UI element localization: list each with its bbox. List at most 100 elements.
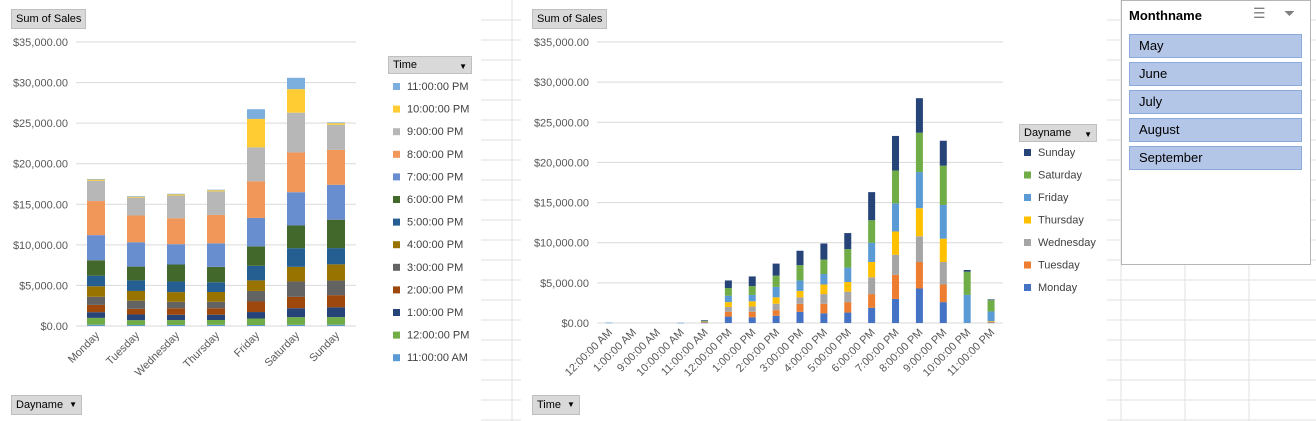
bar-segment [700, 321, 708, 322]
legend-label: 11:00:00 PM [407, 81, 469, 93]
bar-segment [748, 276, 756, 287]
bar-segment [167, 264, 185, 282]
bar-segment [987, 300, 995, 312]
bar-segment [247, 181, 265, 218]
bar-segment [868, 294, 876, 308]
dayname-legend-field-button[interactable]: Dayname ▼ [1019, 124, 1097, 142]
right-pivot-chart[interactable]: $0.00 $5,000.00 $10,000.00 $15,000.00 $20,00… [521, 0, 1107, 421]
sum-of-sales-field-button[interactable]: Sum of Sales [11, 9, 87, 29]
bar-segment [820, 303, 828, 314]
time-legend-field-button[interactable]: Time ▼ [388, 56, 472, 74]
slicer-item-july[interactable]: July [1129, 90, 1302, 114]
x-tick-label: Thursday [181, 329, 222, 370]
bar-segment [167, 218, 185, 245]
bar-segment [207, 190, 225, 192]
dayname-axis-field-button[interactable]: Dayname ▼ [11, 395, 82, 415]
bar-segment [844, 291, 852, 303]
legend-label: Sunday [1038, 147, 1076, 159]
bar-segment [844, 282, 852, 292]
bar-segment [247, 312, 265, 319]
bar-segment [772, 297, 780, 304]
slicer-item-august[interactable]: August [1129, 118, 1302, 142]
bar-segment [167, 292, 185, 302]
legend-swatch [393, 309, 400, 316]
time-axis-field-button[interactable]: Time ▼ [532, 395, 580, 415]
bar-segment [167, 324, 185, 326]
slicer-item-september[interactable]: September [1129, 146, 1302, 170]
bar-segment [748, 286, 756, 295]
bar-segment [87, 179, 105, 180]
bar-segment [700, 321, 708, 323]
dropdown-arrow-icon: ▼ [459, 62, 467, 71]
legend-swatch [1024, 261, 1031, 269]
x-tick-label: Monday [66, 329, 103, 366]
bar-segment [724, 280, 732, 289]
bar-segment [327, 295, 345, 308]
legend-swatch [1024, 239, 1031, 246]
bar-segment [939, 284, 947, 303]
legend-swatch [393, 331, 400, 339]
bar-segment [915, 208, 923, 237]
bar-segment [844, 233, 852, 250]
bar-segment [915, 261, 923, 289]
clear-filter-icon[interactable]: ⏷ [1284, 5, 1296, 21]
bar-segment [87, 317, 105, 325]
bar-segment [748, 294, 756, 302]
legend-swatch [393, 83, 400, 90]
bar-segment [167, 320, 185, 325]
bar-segment [892, 274, 900, 299]
bar-segment [748, 311, 756, 318]
sum-of-sales-field-button[interactable]: Sum of Sales [532, 9, 608, 29]
bar-segment [327, 122, 345, 124]
legend-swatch [1024, 216, 1031, 224]
bar-segment [127, 196, 145, 198]
bar-segment [939, 204, 947, 239]
bar-segment [87, 235, 105, 261]
legend-label: 2:00:00 PM [407, 284, 463, 296]
legend-label: Friday [1038, 192, 1069, 204]
bar-segment [127, 300, 145, 309]
bar-segment [127, 290, 145, 301]
bar-segment [247, 301, 265, 313]
bar-segment [167, 193, 185, 195]
bar-segment [167, 301, 185, 309]
bar-segment [939, 238, 947, 262]
bar-segment [87, 324, 105, 326]
bar-segment [327, 184, 345, 220]
bar-segment [287, 225, 305, 249]
legend-label: 4:00:00 PM [407, 239, 463, 251]
bar-segment [327, 123, 345, 125]
legend-swatch [1024, 284, 1031, 291]
left-chart-plot: $0.00 $5,000.00 $10,000.00 $15,000.00 $20,00… [13, 37, 469, 379]
bar-segment [987, 321, 995, 323]
bar-segment [287, 89, 305, 113]
bar-segment [207, 324, 225, 326]
bar-segment [677, 322, 685, 324]
monthname-slicer[interactable]: Monthname ☰ ⏷ May June July August Septe… [1121, 0, 1311, 265]
legend-label: Monday [1038, 282, 1078, 294]
bar-segment [167, 314, 185, 321]
slicer-item-may[interactable]: May [1129, 34, 1302, 58]
y-tick-label: $5,000.00 [19, 280, 68, 292]
legend-label: 12:00:00 PM [407, 330, 469, 342]
slicer-item-june[interactable]: June [1129, 62, 1302, 86]
bar-segment [700, 320, 708, 321]
bar-segment [287, 296, 305, 309]
bar-segment [87, 312, 105, 318]
y-tick-label: $30,000.00 [13, 78, 68, 90]
bar-segment [127, 215, 145, 243]
left-pivot-chart[interactable]: $0.00 $5,000.00 $10,000.00 $15,000.00 $20,00… [0, 0, 481, 421]
y-tick-label: $5,000.00 [540, 278, 589, 290]
bar-segment [939, 261, 947, 285]
bar-segment [327, 317, 345, 325]
y-tick-label: $15,000.00 [534, 198, 589, 210]
bar-segment [247, 290, 265, 302]
x-tick-label: Sunday [307, 329, 342, 364]
bar-segment [87, 201, 105, 236]
legend-swatch [393, 354, 400, 362]
legend-label: 5:00:00 PM [407, 217, 463, 229]
multi-select-icon[interactable]: ☰ [1253, 5, 1266, 21]
bar-segment [915, 98, 923, 133]
bar-segment [724, 302, 732, 307]
bar-segment [127, 308, 145, 315]
